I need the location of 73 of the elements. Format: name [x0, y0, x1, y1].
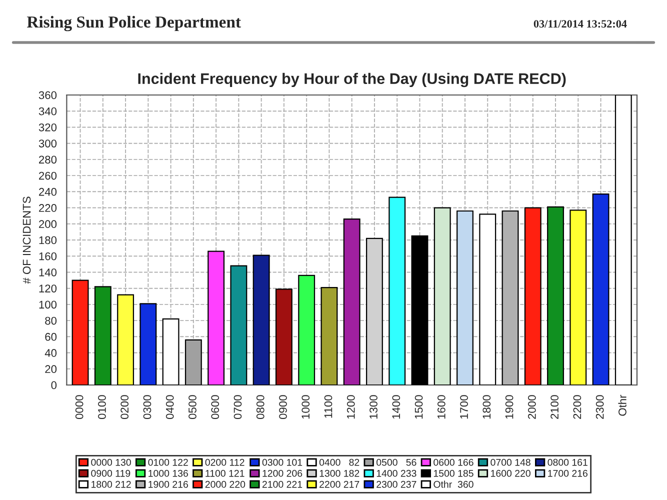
y-tick-label: 100 [39, 300, 57, 309]
legend-label: 0300 101 [262, 458, 302, 466]
x-tick-label: 1400 [392, 395, 400, 419]
legend-label: 1200 206 [262, 470, 302, 477]
x-tick-label: 0500 [188, 395, 196, 420]
x-tick-label: 0100 [98, 395, 106, 420]
legend-label: 0200 112 [205, 458, 244, 466]
x-tick-label: 1900 [505, 395, 514, 419]
x-tick-label: 0800 [256, 395, 264, 420]
x-tick-label: 1200 [346, 395, 355, 419]
x-tick-label: 0300 [143, 395, 152, 420]
legend-label: 2100 221 [262, 480, 302, 488]
legend-label: Othr 360 [434, 480, 474, 488]
legend-label: 1800 212 [92, 480, 131, 488]
y-tick-label: 0 [51, 381, 57, 390]
x-tick-label: 0900 [279, 395, 287, 420]
legend-label: 1000 136 [148, 470, 188, 477]
x-tick-label: 1000 [302, 395, 310, 419]
x-tick-label: 1800 [482, 395, 491, 419]
x-tick-label: 1300 [370, 395, 378, 419]
x-tick-label: 1700 [460, 395, 468, 419]
y-tick-label: 40 [44, 349, 57, 357]
x-tick-label: 1100 [324, 395, 332, 418]
legend-label: 1100 121 [206, 470, 244, 477]
legend-label: 0000 130 [91, 458, 131, 466]
y-axis-title: # OF INCIDENTS [22, 196, 31, 284]
y-tick-label: 360 [38, 91, 57, 100]
chart-title: Incident Frequency by Hour of the Day (Using DATE RECD) [138, 72, 566, 88]
x-tick-label: 0600 [211, 395, 220, 420]
x-tick-label: 0400 [166, 395, 174, 420]
legend-label: 0900 119 [91, 470, 130, 477]
y-tick-label: 120 [39, 284, 57, 292]
legend-label: 1300 182 [320, 470, 360, 477]
legend-label: 0100 122 [148, 458, 188, 466]
legend-label: 1400 233 [376, 470, 416, 477]
y-tick-label: 20 [45, 365, 57, 374]
legend-label: 1900 216 [148, 480, 188, 488]
legend-label: 2000 220 [205, 480, 246, 488]
x-tick-label: 1500 [414, 395, 423, 419]
y-tick-label: 240 [39, 188, 57, 196]
x-tick-label: Othr [618, 394, 626, 416]
legend-label: 0700 148 [490, 458, 530, 466]
legend-label: 1500 185 [434, 470, 474, 477]
text: Rising Sun Police Department [26, 16, 241, 32]
y-tick-label: 340 [38, 107, 57, 116]
x-tick-label: 2200 [573, 395, 582, 419]
x-tick-label: 0700 [234, 395, 242, 420]
y-tick-label: 200 [39, 220, 57, 228]
x-tick-label: 2100 [550, 395, 558, 419]
y-tick-label: 180 [39, 236, 57, 244]
x-tick-label: 2000 [528, 395, 536, 419]
legend-label: 1700 216 [548, 470, 588, 477]
legend-label: 2300 237 [376, 480, 416, 488]
y-tick-label: 300 [38, 140, 57, 148]
legend-label: 2200 217 [320, 480, 360, 488]
x-tick-label: 0200 [120, 395, 129, 420]
x-tick-label: 2300 [596, 395, 604, 419]
y-tick-label: 80 [45, 316, 57, 325]
legend-label: 1600 220 [491, 470, 530, 477]
y-tick-label: 280 [39, 156, 57, 164]
legend-label: 0600 166 [434, 458, 474, 466]
legend-label: 0800 161 [548, 458, 588, 466]
y-tick-label: 220 [39, 204, 57, 212]
y-tick-label: 260 [39, 172, 57, 180]
text: 03/11/2014 13:52:04 [534, 20, 627, 28]
legend-label: 0500 56 [376, 458, 416, 466]
y-tick-label: 140 [39, 268, 57, 276]
x-tick-label: 1600 [437, 395, 446, 419]
x-tick-label: 0000 [75, 395, 84, 420]
legend-label: 0400 82 [319, 458, 360, 466]
y-tick-label: 160 [39, 252, 57, 260]
y-tick-label: 320 [38, 123, 57, 132]
y-tick-label: 60 [45, 332, 57, 341]
